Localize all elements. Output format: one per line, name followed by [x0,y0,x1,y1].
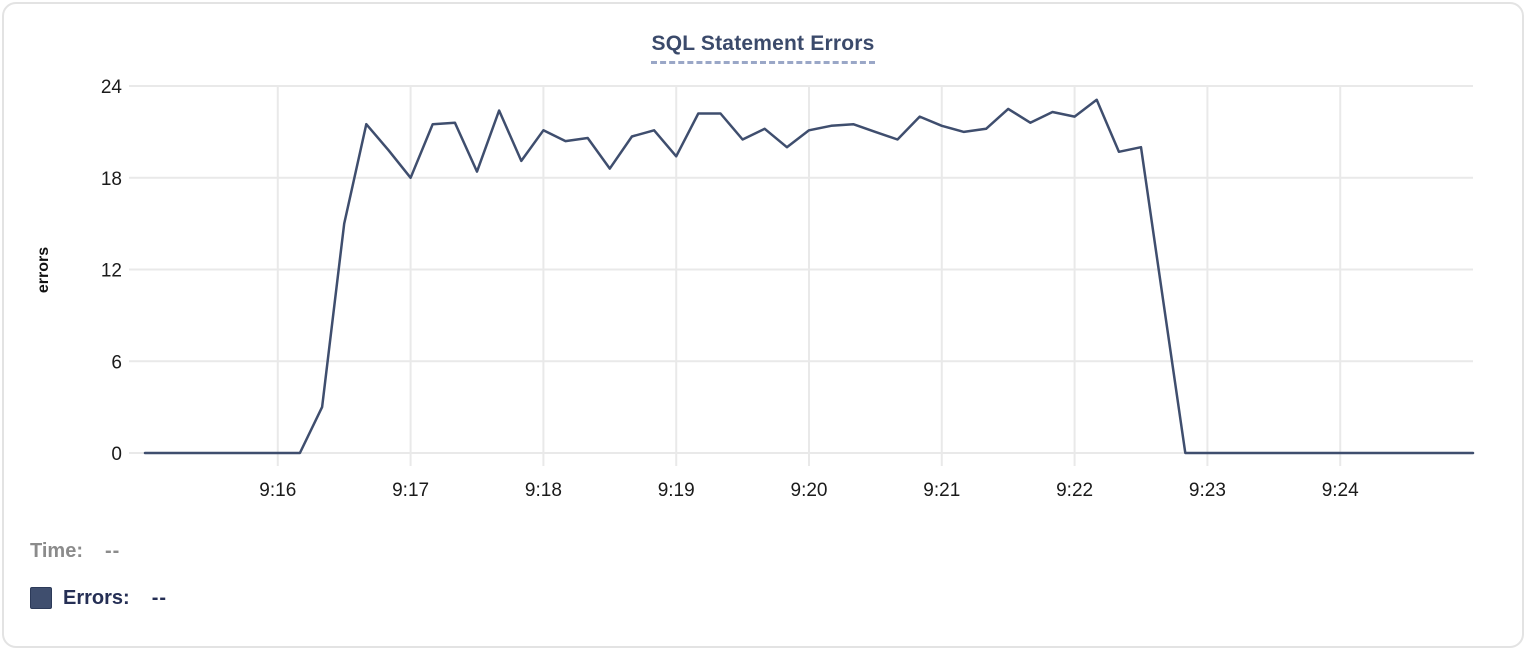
sql-errors-line-chart[interactable]: 0 6 12 18 24 9:16 9:17 9:18 9:19 9:20 9:21 9:22 9:23… [4,4,1524,524]
y-tick-label: 6 [111,352,122,373]
x-tick-label: 9:24 [1322,480,1359,501]
y-axis-label: errors [35,247,52,293]
time-readout-label: Time: [30,540,83,562]
chart-title[interactable]: SQL Statement Errors [651,32,875,64]
x-tick-label: 9:23 [1189,480,1226,501]
errors-readout-row: Errors: -- [30,585,167,611]
y-tick-label: 12 [101,261,122,282]
y-tick-label: 0 [111,444,122,465]
x-tick-label: 9:17 [392,480,429,501]
x-tick-label: 9:19 [658,480,695,501]
x-tick-label: 9:20 [791,480,828,501]
x-tick-label: 9:21 [923,480,960,501]
errors-series-line[interactable] [143,98,1475,455]
x-tick-label: 9:22 [1056,480,1093,501]
x-tick-label: 9:18 [525,480,562,501]
x-tick-label: 9:16 [259,480,296,501]
time-readout-value: -- [104,540,121,562]
y-tick-label: 18 [101,169,122,190]
tooltip-readout: Time: -- Errors: -- [30,538,167,611]
errors-series-swatch [30,587,52,609]
errors-readout-label: Errors: [63,587,130,609]
time-readout-row: Time: -- [30,538,167,564]
errors-readout-value: -- [151,587,168,609]
y-tick-label: 24 [101,77,123,98]
chart-title-row: SQL Statement Errors [4,32,1522,64]
